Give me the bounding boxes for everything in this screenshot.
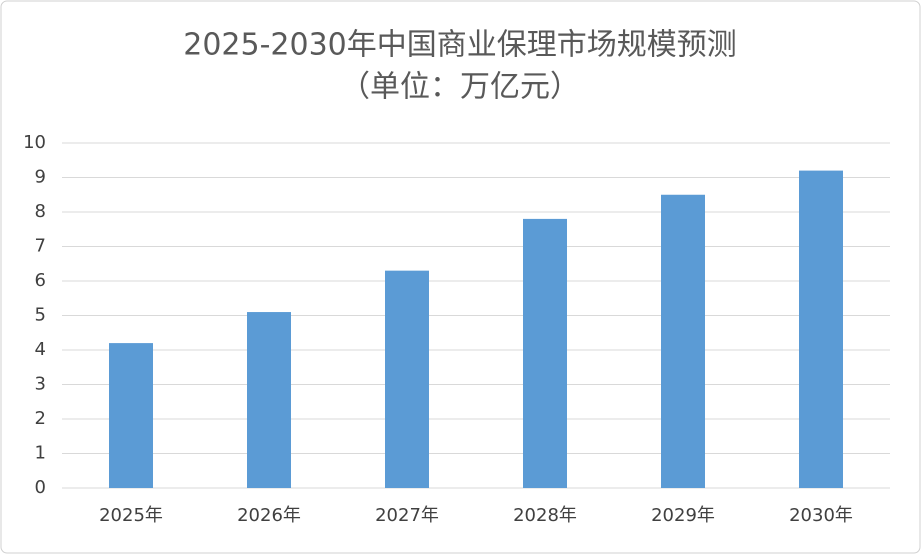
bar — [523, 218, 567, 488]
y-tick-label: 1 — [35, 443, 46, 464]
y-tick-label: 6 — [35, 270, 46, 291]
x-tick-label: 2026年 — [237, 505, 301, 526]
x-tick-label: 2027年 — [375, 505, 439, 526]
y-tick-label: 2 — [35, 408, 46, 429]
chart-title: 2025-2030年中国商业保理市场规模预测 — [183, 28, 737, 63]
bar — [385, 270, 429, 488]
y-tick-label: 4 — [35, 339, 46, 360]
y-tick-label: 0 — [35, 477, 46, 498]
bar — [661, 194, 705, 488]
bar — [247, 312, 291, 488]
x-tick-label: 2028年 — [513, 505, 577, 526]
y-tick-label: 10 — [23, 132, 46, 153]
x-tick-label: 2025年 — [99, 505, 163, 526]
y-tick-label: 9 — [35, 167, 46, 188]
bar — [799, 170, 843, 488]
chart-subtitle: （单位：万亿元） — [340, 70, 580, 105]
x-tick-label: 2029年 — [651, 505, 715, 526]
bar — [109, 343, 153, 488]
x-tick-label: 2030年 — [789, 505, 853, 526]
y-tick-label: 3 — [35, 374, 46, 395]
y-tick-label: 8 — [35, 201, 46, 222]
y-tick-label: 5 — [35, 305, 46, 326]
y-tick-label: 7 — [35, 236, 46, 257]
